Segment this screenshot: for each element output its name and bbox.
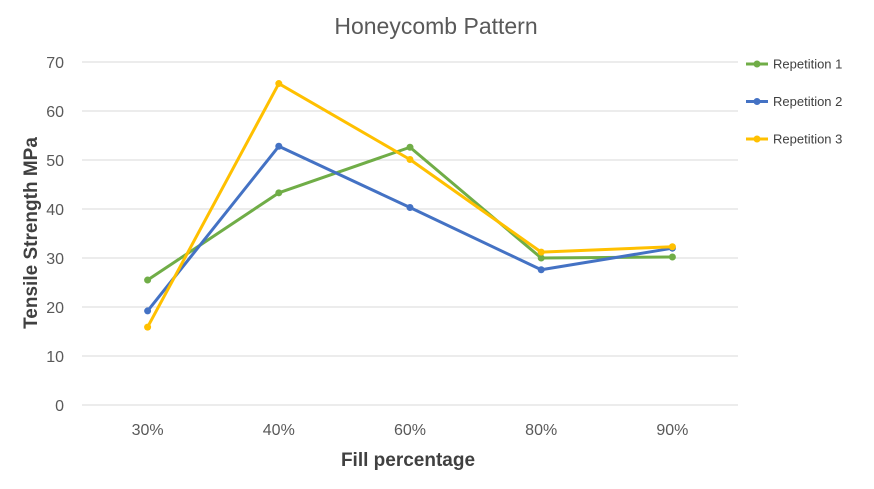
data-point (406, 143, 414, 151)
y-tick-label: 40 (46, 202, 64, 219)
y-axis-ticks: 0 10 20 30 40 50 60 70 (46, 55, 64, 415)
y-tick-label: 10 (46, 349, 64, 366)
data-point (668, 253, 676, 261)
data-point (275, 189, 283, 197)
legend-swatch-marker (753, 98, 761, 105)
data-point (406, 156, 414, 164)
x-tick-label: 30% (132, 422, 164, 439)
legend-label: Repetition 2 (773, 94, 842, 109)
data-point (275, 80, 283, 88)
data-point (668, 243, 676, 251)
data-point (144, 307, 152, 315)
series-3 (144, 80, 676, 331)
data-point (537, 266, 545, 274)
y-tick-label: 70 (46, 55, 64, 72)
data-point (406, 204, 414, 212)
legend-item: Repetition 1 (746, 57, 842, 72)
y-tick-label: 60 (46, 104, 64, 121)
y-tick-label: 30 (46, 251, 64, 268)
data-point (537, 248, 545, 256)
chart-title: Honeycomb Pattern (334, 13, 537, 39)
series-2 (144, 142, 676, 315)
legend-item: Repetition 2 (746, 94, 842, 109)
legend-label: Repetition 1 (773, 57, 842, 72)
gridlines (82, 61, 738, 406)
legend-swatch-marker (753, 60, 761, 68)
x-tick-label: 40% (263, 422, 295, 439)
x-tick-label: 90% (656, 422, 688, 439)
x-tick-label: 60% (394, 422, 426, 439)
series-group (144, 80, 676, 331)
y-axis-title: Tensile Strength MPa (21, 137, 42, 329)
data-point (275, 142, 283, 150)
legend-item: Repetition 3 (746, 132, 842, 147)
series-1 (144, 143, 676, 284)
x-axis-ticks: 30% 40% 60% 80% 90% (132, 422, 689, 439)
data-point (537, 254, 545, 262)
y-tick-label: 0 (55, 398, 64, 415)
data-point (144, 276, 152, 284)
x-tick-label: 80% (525, 422, 557, 439)
x-axis-title: Fill percentage (341, 450, 475, 471)
y-tick-label: 50 (46, 153, 64, 170)
legend: Repetition 1 Repetition 2 Repetition 3 (746, 57, 842, 147)
y-tick-label: 20 (46, 300, 64, 317)
data-point (144, 323, 152, 331)
legend-swatch-marker (753, 135, 761, 143)
legend-label: Repetition 3 (773, 132, 842, 147)
